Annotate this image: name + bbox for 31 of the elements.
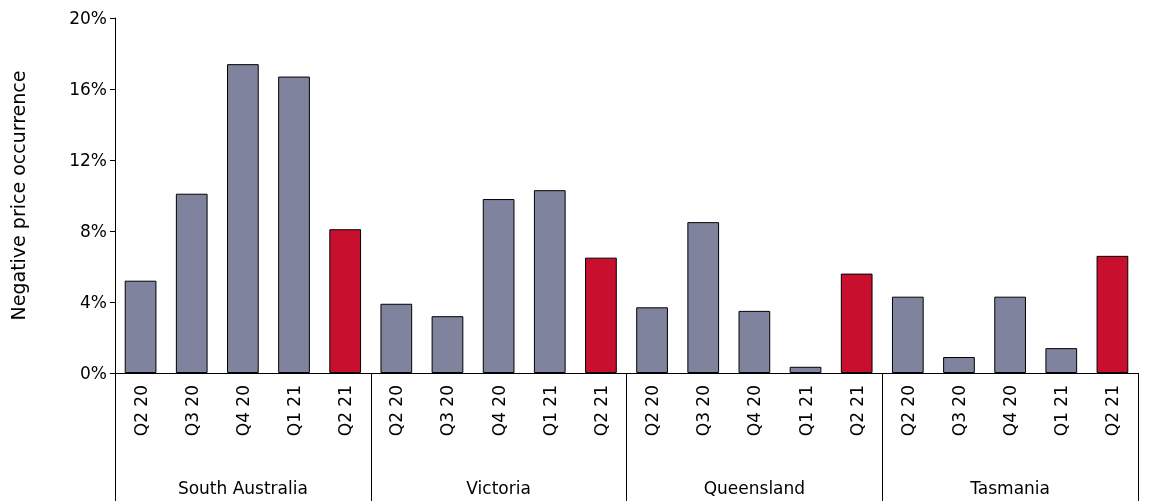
y-tick-label: 4%	[80, 292, 107, 312]
x-tick-label: Q1 21	[1051, 385, 1072, 437]
x-tick-label: Q2 21	[1102, 385, 1123, 437]
y-tick-label: 8%	[80, 221, 107, 241]
x-tick-label: Q3 20	[181, 385, 202, 437]
x-tick-label: Q2 20	[130, 385, 151, 437]
y-tick-label: 16%	[69, 79, 107, 99]
x-tick-label: Q3 20	[693, 385, 714, 437]
y-tick-label: 20%	[69, 8, 107, 28]
y-tick-label: 12%	[69, 150, 107, 170]
y-tick-label: 0%	[80, 363, 107, 383]
x-tick-label: Q2 20	[386, 385, 407, 437]
x-tick-label: Q2 20	[897, 385, 918, 437]
x-tick-label: Q4 20	[488, 385, 509, 437]
x-tick-label: Q1 21	[795, 385, 816, 437]
x-tick-label: Q1 21	[284, 385, 305, 437]
x-tick-label: Q3 20	[948, 385, 969, 437]
x-tick-label: Q2 21	[590, 385, 611, 437]
x-tick-label: Q1 21	[539, 385, 560, 437]
x-tick-label: Q2 21	[846, 385, 867, 437]
x-tick-label: Q4 20	[1000, 385, 1021, 437]
y-axis-title: Negative price occurrence	[6, 70, 29, 321]
text: Queensland	[703, 477, 806, 498]
text: South Australia	[177, 477, 308, 498]
x-tick-label: Q4 20	[744, 385, 765, 437]
text: Tasmania	[969, 477, 1050, 498]
text: Victoria	[466, 477, 531, 498]
x-tick-label: Q4 20	[232, 385, 253, 437]
x-tick-label: Q2 21	[335, 385, 356, 437]
x-tick-label: Q2 20	[642, 385, 663, 437]
x-tick-label: Q3 20	[437, 385, 458, 437]
